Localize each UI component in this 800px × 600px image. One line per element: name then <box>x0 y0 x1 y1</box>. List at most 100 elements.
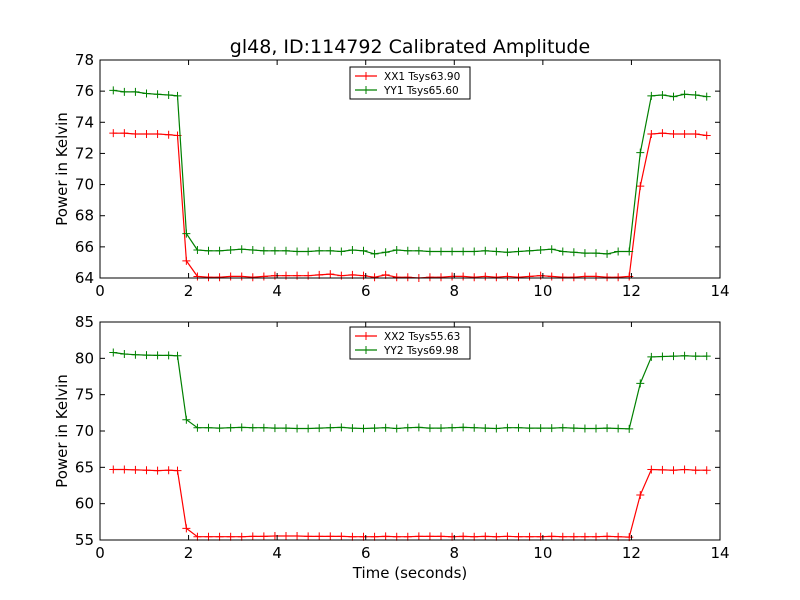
data-point <box>614 247 623 256</box>
data-point <box>592 532 600 541</box>
data-point <box>326 532 335 541</box>
chart-2: 0 2 4 6 8 10 12 14 55 60 65 70 75 80 85 Power in Kelvin… <box>53 313 730 562</box>
data-point <box>525 424 534 433</box>
data-point <box>182 229 191 238</box>
data-point <box>680 129 689 138</box>
data-point <box>370 249 379 258</box>
data-point <box>492 273 501 282</box>
x-tick-label: 8 <box>450 282 460 300</box>
data-point <box>193 245 202 254</box>
data-point <box>425 532 434 541</box>
data-point <box>109 465 118 474</box>
data-point <box>326 246 335 255</box>
data-point <box>348 532 357 541</box>
legend-marker <box>362 346 370 354</box>
data-point <box>173 351 182 360</box>
data-point <box>503 248 512 257</box>
data-point <box>403 532 412 541</box>
data-point <box>569 424 578 433</box>
data-point <box>315 246 324 255</box>
data-point <box>425 273 434 282</box>
data-point <box>215 424 224 433</box>
data-point <box>120 129 129 138</box>
data-point <box>525 532 534 541</box>
data-point <box>647 352 656 361</box>
legend-marker <box>362 86 370 94</box>
y-tick-label: 55 <box>75 531 94 549</box>
data-point <box>669 92 678 101</box>
data-point <box>470 273 479 282</box>
data-point <box>448 423 457 432</box>
data-point <box>193 532 202 541</box>
x-axis-label: Time (seconds) <box>352 564 468 582</box>
data-point <box>403 423 412 432</box>
legend-label: XX2 Tsys55.63 <box>384 331 460 343</box>
data-point <box>481 246 490 255</box>
x-tick-label: 14 <box>710 544 729 562</box>
axes-frame <box>99 59 721 279</box>
data-point <box>392 532 401 541</box>
data-point <box>569 273 578 282</box>
data-point <box>558 423 567 432</box>
data-point <box>625 247 634 256</box>
data-point <box>636 182 645 191</box>
data-point <box>558 247 567 256</box>
y-tick-label: 78 <box>75 51 94 69</box>
x-tick-label: 12 <box>622 282 641 300</box>
data-point <box>215 532 224 541</box>
data-point <box>131 465 140 474</box>
data-point <box>337 247 346 256</box>
x-tick-label: 2 <box>184 544 194 562</box>
data-point <box>437 247 445 256</box>
y-tick-label: 68 <box>75 207 94 225</box>
legend-frame <box>349 326 471 360</box>
data-point <box>636 379 645 388</box>
data-point <box>647 129 656 138</box>
data-point <box>702 92 711 101</box>
x-tick-label: 4 <box>272 544 282 562</box>
x-tick-label: 10 <box>533 282 552 300</box>
data-point <box>525 272 534 281</box>
data-point <box>109 86 118 95</box>
data-point <box>580 424 589 433</box>
data-point <box>636 148 645 157</box>
data-point <box>437 532 445 541</box>
x-tick-label: 6 <box>361 544 371 562</box>
data-point <box>669 466 678 475</box>
data-point <box>226 272 235 281</box>
y-tick-label: 76 <box>75 82 94 100</box>
y-tick-label: 72 <box>75 144 94 162</box>
data-point <box>293 532 302 541</box>
data-point <box>459 272 468 281</box>
y-tick-label: 64 <box>75 269 94 287</box>
data-point <box>503 532 512 541</box>
data-point <box>164 91 173 100</box>
y-tick-label: 66 <box>75 238 94 256</box>
data-point <box>248 245 257 254</box>
data-point <box>492 424 501 433</box>
data-point <box>691 466 700 475</box>
data-point <box>304 424 313 433</box>
data-point <box>691 91 700 100</box>
legend-marker <box>362 332 370 340</box>
data-point <box>337 532 346 541</box>
data-point <box>270 424 279 433</box>
data-point <box>448 247 457 256</box>
data-point <box>437 424 445 433</box>
x-tick-label: 10 <box>533 544 552 562</box>
y-tick-label: 75 <box>75 386 94 404</box>
data-point <box>425 424 434 433</box>
data-point <box>326 270 335 279</box>
data-point <box>547 532 556 541</box>
data-point <box>259 532 268 541</box>
data-point <box>459 532 468 541</box>
data-point <box>547 272 556 281</box>
y-axis-label: Power in Kelvin <box>53 112 71 226</box>
data-point <box>120 349 129 358</box>
legend-frame <box>349 66 471 100</box>
y-tick-label: 70 <box>75 176 94 194</box>
data-point <box>691 129 700 138</box>
data-point <box>153 129 162 138</box>
data-point <box>702 466 711 475</box>
